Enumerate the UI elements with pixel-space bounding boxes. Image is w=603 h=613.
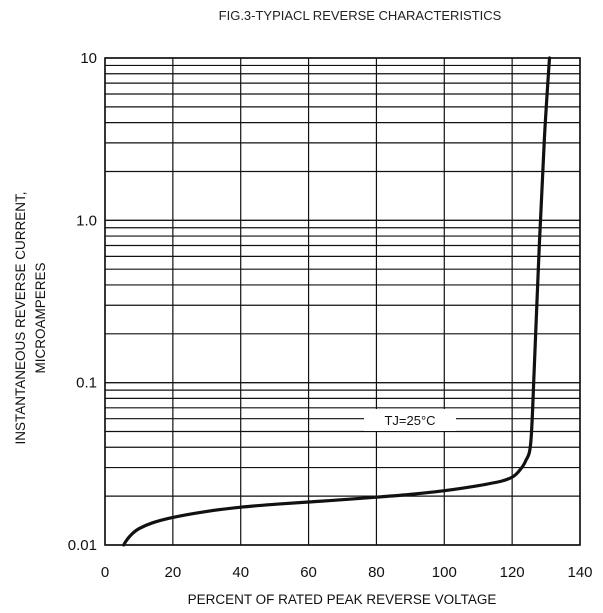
x-tick-labels: 0 20 40 60 80 100 120 140: [101, 564, 593, 581]
x-tick-label: 60: [300, 564, 317, 581]
chart-title: FIG.3-TYPIACL REVERSE CHARACTERISTICS: [219, 8, 502, 23]
x-tick-label: 20: [165, 564, 182, 581]
x-tick-label: 0: [101, 564, 109, 581]
x-tick-label: 120: [500, 564, 525, 581]
y-tick-label: 10: [80, 50, 97, 67]
plot-frame: [104, 57, 581, 546]
x-tick-label: 80: [368, 564, 385, 581]
y-tick-label: 0.01: [68, 537, 97, 554]
annotation-background: [364, 409, 456, 431]
x-tick-label: 40: [232, 564, 249, 581]
x-tick-label: 140: [567, 564, 592, 581]
y-tick-label: 0.1: [76, 375, 97, 392]
y-axis-label-line-1: INSTANTANEOUS REVERSE CURRENT,: [13, 191, 28, 444]
grid-layer: [104, 57, 581, 546]
y-axis-label-line-2: MICROAMPERES: [33, 262, 48, 373]
y-tick-labels: 0.01 0.1 1.0 10: [68, 50, 97, 554]
annotation-label: TJ=25°C: [384, 413, 435, 428]
x-tick-label: 100: [432, 564, 457, 581]
series-line: [122, 56, 552, 547]
y-tick-label: 1.0: [76, 212, 97, 229]
annotation: TJ=25°C: [364, 409, 456, 431]
x-axis-label: PERCENT OF RATED PEAK REVERSE VOLTAGE: [188, 592, 497, 607]
